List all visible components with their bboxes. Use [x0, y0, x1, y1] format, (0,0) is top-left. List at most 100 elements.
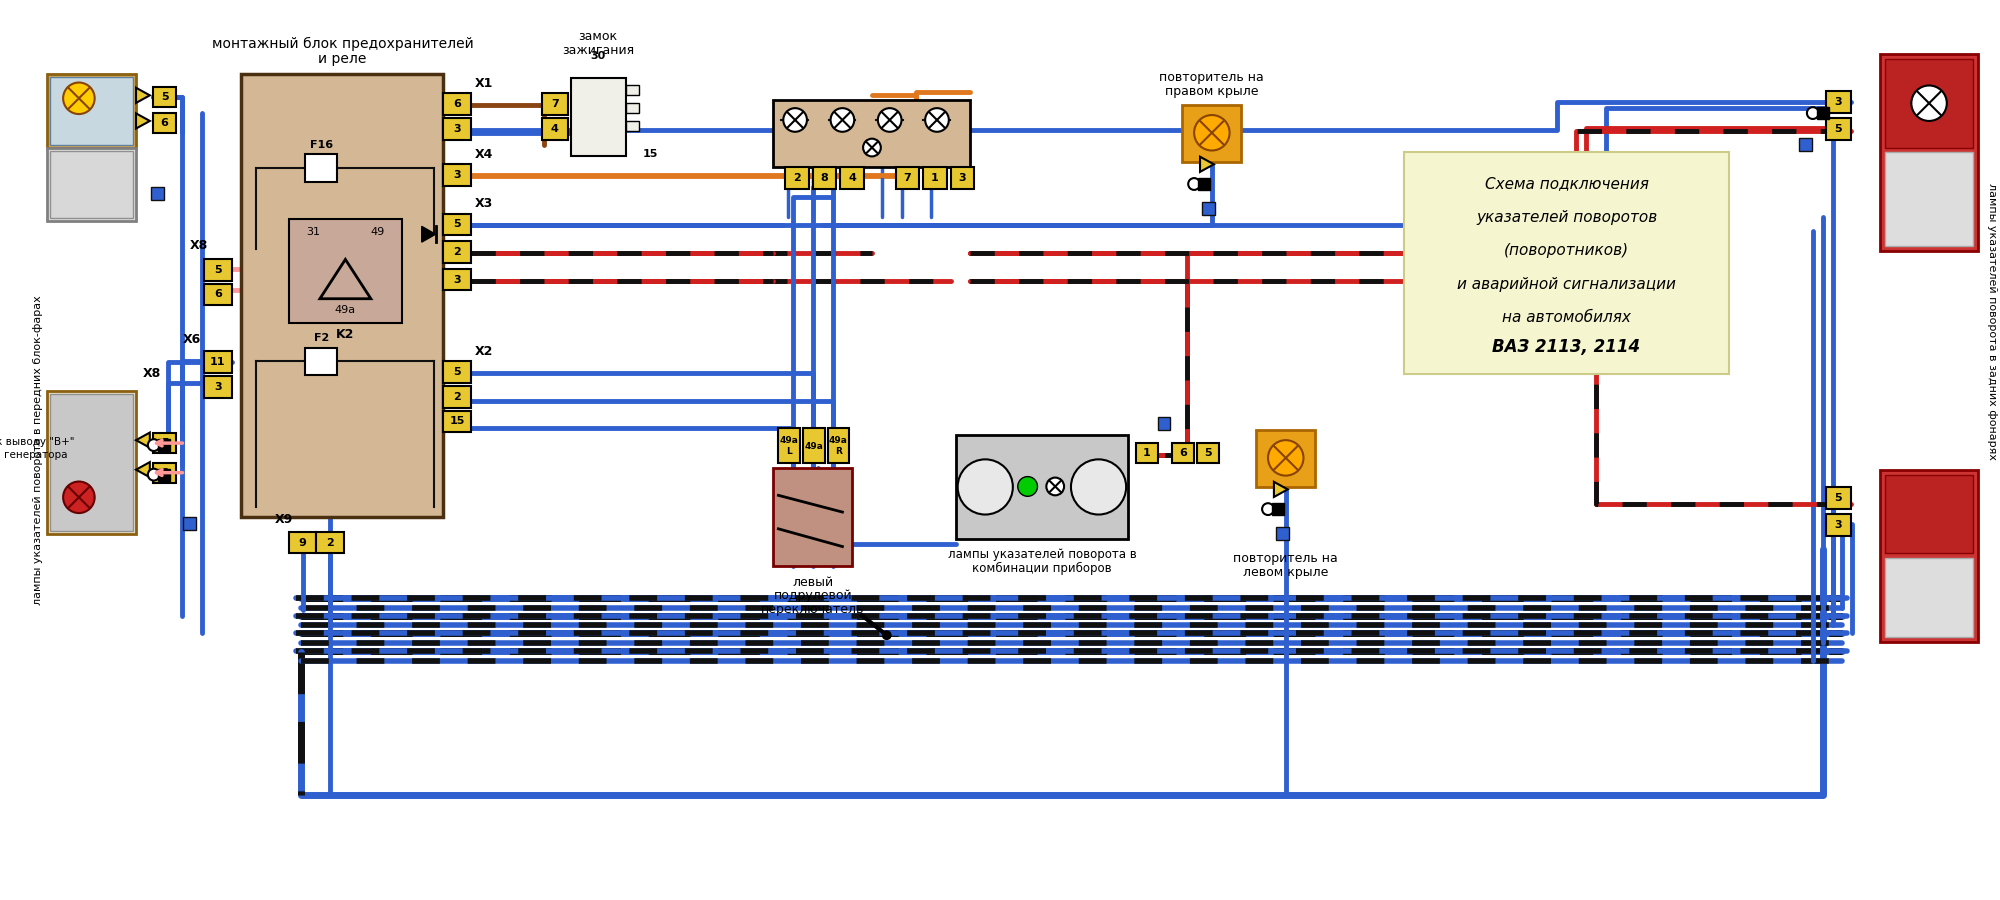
Bar — [1198, 443, 1218, 463]
Bar — [1884, 58, 1974, 148]
Bar — [812, 167, 836, 189]
Bar — [306, 347, 338, 375]
Text: X8: X8 — [142, 366, 162, 380]
Bar — [288, 532, 316, 554]
Text: лампы указателей поворота в передних блок-фарах: лампы указателей поворота в передних бло… — [32, 295, 42, 605]
Bar — [1182, 105, 1242, 162]
Bar — [828, 428, 850, 463]
Bar — [542, 118, 568, 140]
Text: 3: 3 — [454, 170, 462, 180]
Text: 1: 1 — [932, 173, 938, 183]
Bar — [1826, 118, 1852, 140]
Circle shape — [1188, 178, 1200, 190]
Text: комбинации приборов: комбинации приборов — [972, 562, 1112, 575]
Circle shape — [64, 482, 94, 513]
Text: 5: 5 — [1834, 124, 1842, 134]
Text: 6: 6 — [214, 289, 222, 300]
Text: Схема подключения: Схема подключения — [1484, 176, 1648, 192]
Bar — [1826, 488, 1852, 509]
Bar — [316, 532, 344, 554]
Circle shape — [148, 469, 160, 481]
Text: F2: F2 — [314, 333, 328, 343]
Bar — [152, 463, 176, 482]
Text: 3: 3 — [214, 382, 222, 392]
Bar — [1202, 202, 1214, 214]
Text: 31: 31 — [306, 227, 320, 237]
Text: X6: X6 — [184, 333, 202, 346]
Bar — [306, 155, 338, 182]
Text: 3: 3 — [1834, 97, 1842, 107]
Text: 9: 9 — [298, 537, 306, 547]
Bar — [1198, 178, 1210, 190]
Polygon shape — [136, 87, 150, 103]
Bar — [444, 165, 470, 186]
Text: X4: X4 — [474, 148, 494, 161]
Bar — [204, 352, 232, 374]
Circle shape — [148, 439, 160, 451]
Text: X3: X3 — [474, 197, 494, 211]
Text: повторитель на: повторитель на — [1160, 71, 1264, 84]
Bar — [444, 361, 470, 383]
Bar — [1884, 558, 1974, 637]
Text: 4: 4 — [550, 124, 558, 134]
Bar — [626, 86, 640, 95]
Polygon shape — [136, 113, 150, 129]
Bar — [1276, 526, 1288, 540]
Text: 11: 11 — [210, 357, 226, 367]
Circle shape — [64, 83, 94, 114]
Circle shape — [1262, 503, 1274, 515]
Bar — [1884, 474, 1974, 554]
Text: 5: 5 — [454, 367, 462, 377]
Circle shape — [1194, 115, 1230, 150]
Circle shape — [1046, 478, 1064, 495]
Bar — [150, 187, 164, 200]
Text: повторитель на: повторитель на — [1234, 552, 1338, 565]
Bar — [896, 167, 920, 189]
Text: 3: 3 — [1834, 520, 1842, 530]
Bar — [444, 386, 470, 408]
Text: 3: 3 — [454, 124, 462, 134]
Bar — [924, 167, 946, 189]
Bar — [1272, 503, 1284, 515]
Bar — [1404, 152, 1730, 374]
Bar — [1158, 418, 1170, 430]
Text: и аварийной сигнализации: и аварийной сигнализации — [1458, 277, 1676, 292]
Text: 5: 5 — [454, 220, 462, 230]
Text: 5: 5 — [1834, 493, 1842, 503]
Bar — [1172, 443, 1194, 463]
Bar — [444, 213, 470, 235]
Text: 2: 2 — [454, 247, 462, 257]
Bar — [950, 167, 974, 189]
Text: 6: 6 — [454, 99, 462, 109]
Bar — [50, 150, 134, 219]
Text: на автомобилях: на автомобилях — [1502, 310, 1630, 326]
Bar — [48, 74, 136, 148]
Bar — [1880, 470, 1978, 642]
Text: 49a
L: 49a L — [780, 436, 798, 455]
Text: переключатель: переключатель — [762, 603, 864, 616]
Bar — [542, 94, 568, 115]
Bar — [444, 269, 470, 291]
Text: 7: 7 — [904, 173, 912, 183]
Text: генератора: генератора — [4, 450, 68, 460]
Text: X2: X2 — [474, 345, 494, 358]
Bar — [444, 118, 470, 140]
Bar — [50, 76, 134, 145]
Polygon shape — [136, 462, 150, 477]
Circle shape — [1070, 459, 1126, 515]
Circle shape — [1806, 107, 1818, 119]
Bar — [572, 77, 626, 157]
Text: 30: 30 — [590, 51, 606, 61]
Bar — [774, 468, 852, 566]
Bar — [444, 94, 470, 115]
Text: лампы указателей поворота в: лампы указателей поворота в — [948, 548, 1136, 561]
Text: 49a: 49a — [804, 442, 824, 451]
Bar — [444, 410, 470, 432]
Bar — [204, 259, 232, 281]
Text: зажигания: зажигания — [562, 43, 634, 57]
Bar — [1884, 152, 1974, 246]
Bar — [444, 241, 470, 263]
Text: левом крыле: левом крыле — [1244, 566, 1328, 579]
Circle shape — [864, 139, 880, 157]
Text: 5: 5 — [214, 265, 222, 274]
